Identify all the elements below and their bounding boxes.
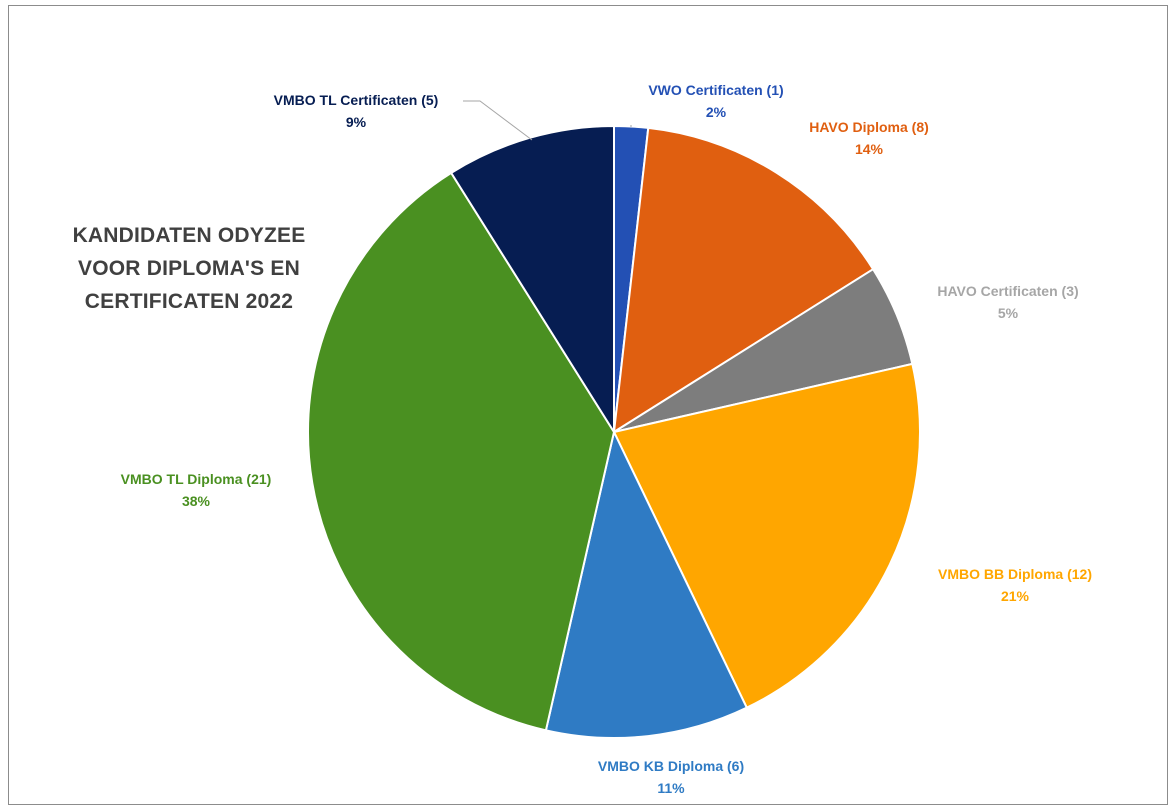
percent-vmbo-tl-certificaten: 9% bbox=[346, 114, 367, 130]
slice-vmbo-bb-diploma bbox=[612, 362, 921, 710]
percent-havo-certificaten: 5% bbox=[998, 305, 1019, 321]
label-vmbo-tl-certificaten: VMBO TL Certificaten (5) bbox=[274, 92, 439, 108]
leader-line-2 bbox=[463, 100, 533, 141]
pie-slices bbox=[307, 124, 921, 739]
percent-vmbo-kb-diploma: 11% bbox=[657, 780, 685, 795]
chart-title-line-1: KANDIDATEN ODYZEE bbox=[72, 224, 306, 247]
slice-havo-diploma bbox=[612, 126, 875, 434]
leader-lines bbox=[463, 100, 632, 141]
chart-title-line-2: VOOR DIPLOMA'S EN bbox=[78, 257, 300, 280]
slice-vmbo-tl-diploma bbox=[307, 171, 616, 732]
label-havo-certificaten: HAVO Certificaten (3) bbox=[937, 283, 1078, 299]
label-havo-diploma: HAVO Diploma (8) bbox=[809, 119, 929, 135]
percent-vwo-certificaten: 2% bbox=[706, 104, 727, 120]
percent-vmbo-bb-diploma: 21% bbox=[1001, 588, 1030, 604]
percent-havo-diploma: 14% bbox=[855, 141, 884, 157]
slice-vmbo-kb-diploma bbox=[544, 428, 749, 739]
label-vwo-certificaten: VWO Certificaten (1) bbox=[648, 82, 783, 98]
percent-vmbo-tl-diploma: 38% bbox=[182, 493, 211, 509]
label-vmbo-kb-diploma: VMBO KB Diploma (6) bbox=[598, 758, 744, 774]
chart-title: KANDIDATEN ODYZEE VOOR DIPLOMA'S EN CERT… bbox=[39, 219, 339, 318]
label-vmbo-tl-diploma: VMBO TL Diploma (21) bbox=[121, 471, 272, 487]
chart-title-line-3: CERTIFICATEN 2022 bbox=[84, 290, 294, 313]
label-vmbo-bb-diploma: VMBO BB Diploma (12) bbox=[938, 566, 1092, 582]
slice-labels: VWO Certificaten (1) 2% HAVO Diploma (8) 14… bbox=[121, 82, 1092, 795]
